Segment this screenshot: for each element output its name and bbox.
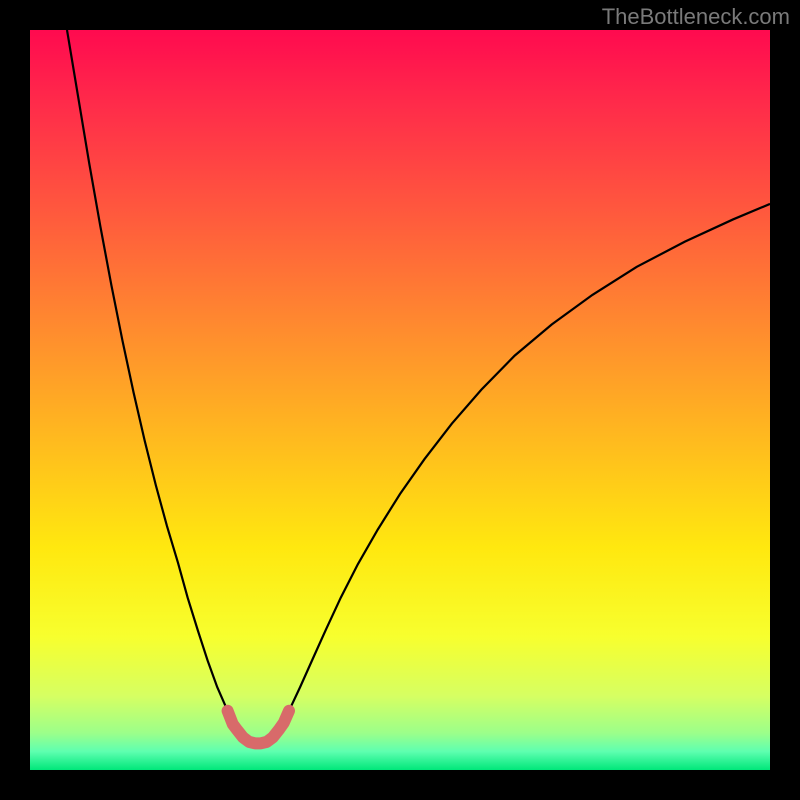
plot-area: [30, 30, 770, 770]
plot-background: [30, 30, 770, 770]
plot-svg: [30, 30, 770, 770]
watermark-text: TheBottleneck.com: [602, 4, 790, 30]
